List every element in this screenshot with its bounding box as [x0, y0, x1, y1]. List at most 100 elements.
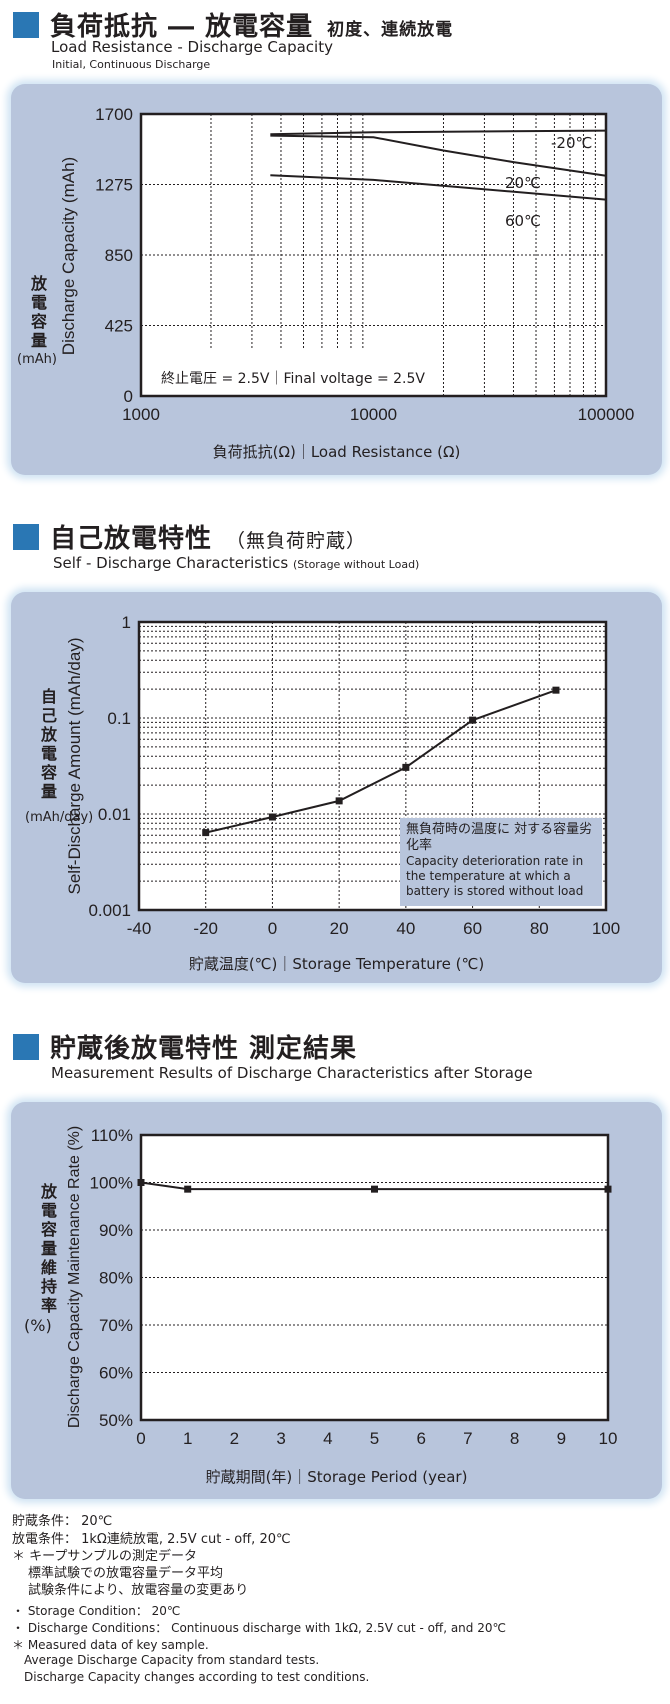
y-axis-label-jp: 放電容量維持率	[40, 1182, 57, 1315]
series-line	[270, 174, 607, 201]
note-jp: 貯蔵条件： 20℃	[12, 1514, 113, 1529]
note-jp: ＊ キープサンプルの測定データ	[12, 1549, 197, 1564]
data-point	[552, 686, 560, 694]
x-tick-label: 8	[510, 1429, 519, 1448]
data-point	[184, 1185, 192, 1193]
series-label-60: 60℃	[505, 212, 541, 230]
y-tick-label: 0.1	[107, 709, 131, 728]
x-tick-label: 100	[592, 919, 620, 938]
chart-panel-after-storage: 50% 60% 70% 80% 90% 100% 110% 0 1 2 3 4 5 6 7 8 9 10 Disc…	[11, 1102, 662, 1499]
annotation-jp: 無負荷時の温度に 対する容量劣化率	[406, 822, 593, 853]
annotation-box: 無負荷時の温度に 対する容量劣化率 Capacity deterioration…	[400, 818, 602, 906]
y-axis-label: Self-Discharge Amount (mAh/day)	[65, 637, 84, 895]
subtitle-text: Self - Discharge Characteristics	[53, 554, 289, 572]
data-point	[469, 716, 477, 724]
y-tick-label: 1700	[95, 105, 133, 124]
y-axis-label: Discharge Capacity Maintenance Rate (%)	[66, 1125, 83, 1429]
x-axis-label: 貯蔵温度(℃)｜Storage Temperature (℃)	[188, 955, 485, 973]
note-jp: 標準試験での放電容量データ平均	[28, 1566, 224, 1581]
x-tick-label: -40	[127, 919, 152, 938]
x-tick-label: -20	[193, 919, 218, 938]
x-tick-label: 10000	[350, 405, 397, 424]
note-en: ・ Discharge Conditions： Continuous disch…	[12, 1621, 506, 1635]
data-point	[268, 813, 276, 821]
title-note: （無負荷貯蔵）	[226, 530, 367, 552]
y-axis-unit: (%)	[24, 1316, 52, 1335]
y-tick-label: 60%	[99, 1364, 133, 1383]
y-axis-label: Discharge Capacity (mAh)	[59, 156, 78, 356]
note-jp: 放電条件： 1kΩ連続放電, 2.5V cut - off, 20℃	[12, 1532, 291, 1547]
section2-subtitle: Self - Discharge Characteristics (Storag…	[53, 554, 419, 572]
series-line	[270, 129, 607, 136]
section2-title: 自己放電特性 （無負荷貯蔵）	[50, 518, 366, 555]
x-tick-label: 7	[463, 1429, 472, 1448]
y-tick-label: 80%	[99, 1269, 133, 1288]
x-tick-label: 4	[323, 1429, 332, 1448]
x-tick-label: 1	[183, 1429, 192, 1448]
x-tick-label: 1000	[122, 405, 160, 424]
x-tick-label: 100000	[578, 405, 635, 424]
x-tick-label: 20	[330, 919, 349, 938]
y-tick-label: 425	[105, 317, 133, 336]
data-point	[371, 1185, 378, 1193]
chart-panel-self-discharge: 0.001 0.01 0.1 1 -40 -20 0 20 40 60 80 100 Self-Dis…	[11, 592, 662, 983]
series-label-20: 20℃	[505, 174, 541, 192]
y-tick-label: 1275	[95, 176, 133, 195]
y-tick-label: 70%	[99, 1316, 133, 1335]
section3-subtitle: Measurement Results of Discharge Charact…	[51, 1064, 533, 1082]
series-label-minus20: -20℃	[551, 134, 593, 152]
note-en: ・ Storage Condition： 20℃	[12, 1604, 181, 1618]
section-marker	[13, 524, 39, 550]
chart-self-discharge: 0.001 0.01 0.1 1 -40 -20 0 20 40 60 80 100	[88, 613, 620, 938]
section3-title: 貯蔵後放電特性 測定結果	[50, 1034, 358, 1064]
note-jp: 試験条件により、放電容量の変更あり	[28, 1583, 249, 1598]
x-tick-label: 10	[599, 1429, 618, 1448]
data-point	[137, 1179, 145, 1186]
y-axis-label-jp: 自己放電容量	[40, 687, 57, 801]
series-line	[205, 689, 557, 834]
plot-frame	[137, 620, 608, 912]
chart-after-storage: 50% 60% 70% 80% 90% 100% 110% 0 1 2 3 4 5 6 7 8 9 10	[90, 1126, 618, 1448]
plot-frame	[139, 1133, 610, 1422]
chart-load-resistance: 0 425 850 1275 1700 1000 10000 100000	[95, 105, 635, 424]
plot-frame	[139, 112, 608, 398]
x-tick-label: 0	[136, 1429, 145, 1448]
x-tick-label: 0	[268, 919, 277, 938]
subtitle-note: (Storage without Load)	[292, 558, 420, 571]
data-point	[604, 1185, 612, 1193]
series-line	[140, 1181, 608, 1191]
note-en: ＊ Measured data of key sample.	[12, 1638, 209, 1652]
x-axis-label: 貯蔵期間(年)｜Storage Period (year)	[205, 1468, 468, 1486]
x-tick-label: 3	[276, 1429, 285, 1448]
x-axis-label: 負荷抵抗(Ω)｜Load Resistance (Ω)	[212, 443, 461, 461]
y-tick-label: 0	[124, 387, 133, 406]
note-en: Discharge Capacity changes according to …	[24, 1670, 370, 1684]
y-axis-label-jp: 放電容量	[30, 274, 47, 350]
y-tick-label: 850	[105, 246, 133, 265]
y-axis-unit: (mAh)	[17, 352, 57, 367]
title-note: 初度、連続放電	[327, 20, 454, 40]
y-axis-unit: (mAh/day)	[25, 810, 94, 825]
section1-title: 負荷抵抗 ― 放電容量 初度、連続放電	[50, 6, 453, 43]
data-point	[335, 797, 343, 805]
section-marker	[13, 12, 39, 38]
data-point	[202, 829, 210, 837]
x-tick-label: 9	[557, 1429, 566, 1448]
x-tick-label: 2	[230, 1429, 239, 1448]
annotation-en: Capacity deterioration rate in the tempe…	[406, 854, 584, 898]
y-tick-label: 110%	[91, 1126, 133, 1145]
y-tick-label: 0.001	[88, 901, 131, 920]
x-tick-label: 40	[396, 919, 415, 938]
y-tick-label: 100%	[90, 1174, 133, 1193]
series-line	[270, 134, 607, 177]
x-tick-label: 80	[530, 919, 549, 938]
y-tick-label: 1	[122, 613, 131, 632]
x-tick-label: 60	[463, 919, 482, 938]
section1-subsubtitle: Initial, Continuous Discharge	[52, 58, 211, 71]
y-tick-label: 0.01	[98, 805, 131, 824]
data-point	[402, 763, 410, 771]
note-en: Average Discharge Capacity from standard…	[24, 1653, 320, 1667]
y-tick-label: 50%	[99, 1411, 133, 1430]
x-tick-label: 5	[370, 1429, 379, 1448]
section1-subtitle: Load Resistance - Discharge Capacity	[51, 38, 333, 56]
